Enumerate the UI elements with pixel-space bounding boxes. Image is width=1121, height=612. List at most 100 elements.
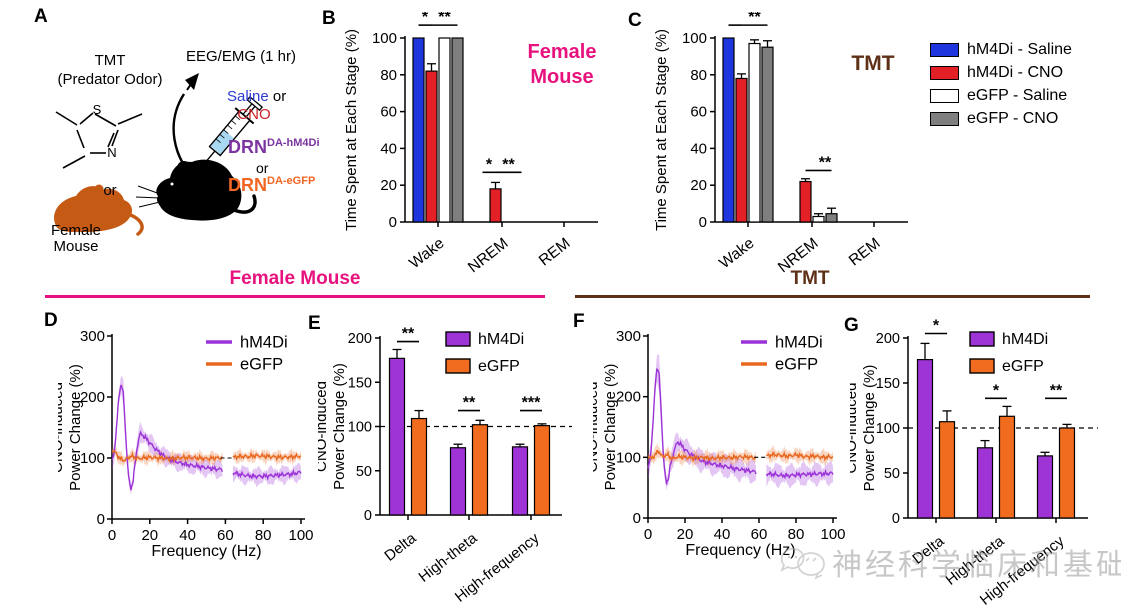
or-label-mid: or — [268, 88, 287, 105]
sig-label: ** — [463, 395, 476, 412]
legend-item: eGFP - Saline — [930, 84, 1072, 107]
y-tick-label: 100 — [372, 30, 397, 47]
y-tick-label: 100 — [80, 450, 105, 467]
sig-label: ** — [502, 156, 515, 173]
x-tick-label: 60 — [751, 526, 768, 543]
x-axis-label: Frequency (Hz) — [685, 542, 795, 559]
y-tick-label: 40 — [690, 140, 707, 157]
bar — [471, 424, 489, 516]
bar — [976, 447, 994, 519]
series-eGFP - Saline — [438, 37, 451, 223]
legend-swatch — [930, 65, 959, 80]
series-eGFP - CNO — [761, 40, 838, 223]
legend-label: hM4Di - Saline — [967, 40, 1072, 58]
legend-item: eGFP - CNO — [930, 107, 1072, 130]
x-category-label: Wake — [716, 235, 757, 272]
x-category-label: NREM — [775, 235, 821, 274]
bar — [425, 70, 438, 223]
y-tick-label: 0 — [97, 511, 105, 528]
y-tick-label: 80 — [690, 67, 707, 84]
sig-label: * — [422, 12, 429, 26]
series-hM4Di — [388, 348, 529, 516]
header-female-mouse: Female Mouse — [229, 268, 361, 289]
bar — [735, 77, 748, 223]
legend-swatch — [930, 88, 959, 103]
figure-legend: hM4Di - Saline hM4Di - CNO eGFP - Saline eG… — [930, 38, 1072, 130]
header-line-pink — [45, 295, 545, 298]
y-tick-label: 0 — [389, 214, 397, 231]
sig-label: ** — [402, 326, 415, 343]
female-mouse-icon — [54, 184, 144, 236]
series-hM4Di - Saline — [722, 37, 735, 223]
legend-label: eGFP - Saline — [967, 86, 1068, 104]
atom-n: N — [107, 145, 116, 160]
x-tick-label: 100 — [288, 527, 313, 544]
bar — [1058, 427, 1076, 519]
sig-label: * — [486, 156, 493, 173]
mean-line-hM4Di — [765, 468, 834, 480]
drn-hm4di-label: DRNDA-hM4Di — [228, 137, 320, 157]
sig-label: * — [933, 318, 940, 335]
syringe-icon — [198, 95, 264, 170]
bar — [438, 37, 451, 223]
inset-legend-swatch — [445, 331, 471, 347]
x-category-label: NREM — [465, 235, 511, 274]
sig-label: ** — [819, 154, 832, 171]
saline-or-label: Saline or — [227, 88, 286, 105]
eeg-arrow-icon — [172, 73, 199, 183]
panel-a-schematic: S N — [54, 73, 264, 236]
bar — [938, 421, 956, 519]
y-tick-label: 200 — [80, 389, 105, 406]
series-hM4Di - CNO — [735, 73, 812, 223]
x-category-label: Delta — [381, 529, 420, 564]
y-tick-label: 200 — [348, 331, 372, 347]
y-axis-label: Power Change (%) — [602, 364, 619, 491]
inset-legend-label: hM4Di — [478, 331, 524, 348]
y-axis-label: Power Change (%) — [331, 363, 348, 490]
series-eGFP - Saline — [748, 39, 825, 223]
chart-panel-c: 0 20 40 60 80 100 Wake NREM REM ** ** Time Spent at… — [653, 12, 908, 274]
inset-legend-swatch — [969, 331, 995, 347]
chart-panel-e: 050100150200DeltaHigh-thetaHigh-frequenc… — [318, 326, 572, 606]
x-category-label: Wake — [406, 235, 447, 272]
legend-item: hM4Di - CNO — [930, 61, 1072, 84]
header-tmt: TMT — [790, 268, 830, 289]
legend-label: eGFP - CNO — [967, 109, 1059, 127]
bar — [916, 358, 934, 519]
bar — [998, 415, 1016, 519]
bar — [812, 215, 825, 223]
inset-legend-label: eGFP — [478, 358, 520, 375]
y-tick-label: 300 — [616, 328, 641, 345]
predator-odor-label: (Predator Odor) — [57, 71, 163, 88]
x-axis-label: Frequency (Hz) — [151, 543, 261, 560]
mean-line-eGFP — [647, 449, 757, 463]
y-tick-label: 100 — [348, 420, 372, 436]
bar — [511, 446, 529, 516]
atom-s: S — [93, 102, 102, 117]
x-tick-label: 100 — [820, 526, 845, 543]
y-tick-label: 0 — [633, 510, 641, 527]
x-tick-label: 40 — [179, 527, 196, 544]
y-tick-label: 50 — [356, 464, 372, 480]
mean-line-hM4Di — [647, 367, 757, 485]
x-tick-label: 20 — [141, 527, 158, 544]
x-tick-label: 60 — [217, 527, 234, 544]
y-tick-label: 60 — [690, 104, 707, 121]
y-tick-label: 200 — [876, 331, 900, 347]
tmt-label: TMT — [94, 52, 126, 69]
x-tick-label: 40 — [714, 526, 731, 543]
mean-line-eGFP — [111, 449, 223, 463]
drn-egfp-label: DRNDA-eGFP — [228, 175, 316, 195]
y-tick-label: 150 — [876, 376, 900, 392]
chemical-structure-icon — [55, 111, 143, 169]
error-band-eGFP — [648, 443, 756, 468]
or-label-top: or — [103, 182, 117, 199]
series-eGFP - CNO — [451, 37, 464, 223]
y-tick-label: 0 — [699, 214, 707, 231]
y-tick-label: 20 — [380, 177, 397, 194]
bar — [722, 37, 735, 223]
panel-label-b: B — [322, 8, 336, 29]
inset-legend-swatch — [445, 358, 471, 374]
y-tick-label: 40 — [380, 140, 397, 157]
